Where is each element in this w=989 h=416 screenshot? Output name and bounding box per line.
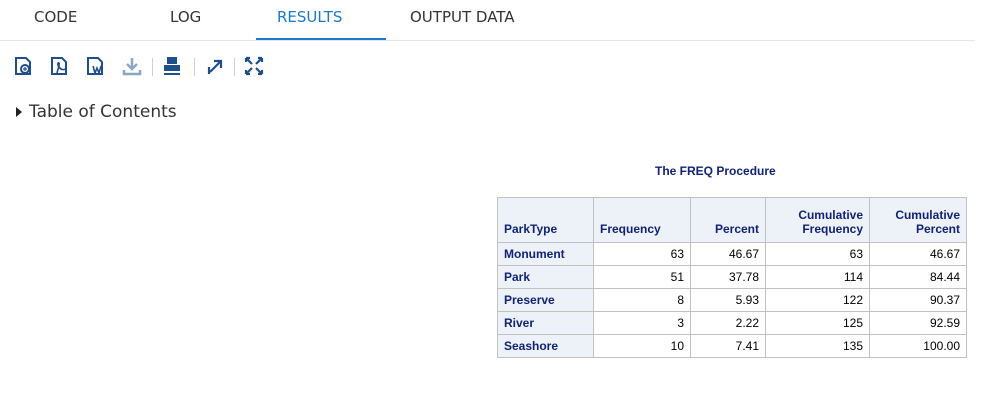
expand-icon[interactable] — [242, 54, 266, 78]
tab-code[interactable]: CODE — [34, 8, 78, 26]
cell-cumulative-percent: 100.00 — [869, 334, 967, 358]
table-of-contents-toggle[interactable]: Table of Contents — [16, 102, 177, 122]
frequency-table: ParkType Frequency Percent Cumulative Fr… — [497, 197, 967, 358]
procedure-title: The FREQ Procedure — [655, 164, 776, 178]
cell-percent: 37.78 — [690, 265, 766, 289]
cell-cumulative-percent: 90.37 — [869, 288, 967, 312]
table-header-row: ParkType Frequency Percent Cumulative Fr… — [497, 197, 967, 243]
cell-percent: 2.22 — [690, 311, 766, 335]
caret-right-icon — [16, 107, 22, 117]
tab-log[interactable]: LOG — [170, 8, 202, 26]
header-line: Percent — [915, 222, 960, 236]
rtf-icon[interactable] — [84, 54, 108, 78]
print-icon[interactable] — [160, 54, 184, 78]
table-row: Preserve 8 5.93 122 90.37 — [497, 288, 967, 312]
header-frequency: Frequency — [593, 197, 691, 243]
table-row: River 3 2.22 125 92.59 — [497, 311, 967, 335]
cell-frequency: 3 — [593, 311, 691, 335]
table-row: Seashore 10 7.41 135 100.00 — [497, 334, 967, 358]
row-label: Monument — [497, 242, 594, 266]
cell-cumulative-frequency: 135 — [765, 334, 870, 358]
tab-bar: CODE LOG RESULTS OUTPUT DATA — [0, 0, 975, 41]
active-tab-indicator — [256, 38, 386, 40]
cell-percent: 5.93 — [690, 288, 766, 312]
header-line: Frequency — [802, 222, 863, 236]
cell-percent: 46.67 — [690, 242, 766, 266]
tab-results[interactable]: RESULTS — [277, 8, 343, 26]
header-line: Percent — [714, 222, 759, 236]
cell-frequency: 51 — [593, 265, 691, 289]
header-line: Cumulative — [895, 208, 960, 222]
cell-percent: 7.41 — [690, 334, 766, 358]
table-row: Park 51 37.78 114 84.44 — [497, 265, 967, 289]
row-label: Seashore — [497, 334, 594, 358]
row-label: Preserve — [497, 288, 594, 312]
header-cumulative-percent: Cumulative Percent — [869, 197, 967, 243]
pdf-icon[interactable] — [48, 54, 72, 78]
toolbar-divider — [194, 58, 195, 76]
header-percent: Percent — [690, 197, 766, 243]
cell-cumulative-percent: 92.59 — [869, 311, 967, 335]
table-row: Monument 63 46.67 63 46.67 — [497, 242, 967, 266]
results-toolbar — [0, 54, 400, 84]
download-icon[interactable] — [120, 54, 144, 78]
cell-cumulative-frequency: 63 — [765, 242, 870, 266]
cell-cumulative-frequency: 122 — [765, 288, 870, 312]
tab-output-data[interactable]: OUTPUT DATA — [410, 8, 515, 26]
row-label: River — [497, 311, 594, 335]
open-new-window-icon[interactable] — [203, 54, 227, 78]
cell-cumulative-frequency: 125 — [765, 311, 870, 335]
header-line: Frequency — [600, 222, 661, 236]
cell-cumulative-percent: 46.67 — [869, 242, 967, 266]
cell-cumulative-percent: 84.44 — [869, 265, 967, 289]
header-line: ParkType — [504, 222, 558, 236]
header-line: Cumulative — [798, 208, 863, 222]
cell-cumulative-frequency: 114 — [765, 265, 870, 289]
table-of-contents-label: Table of Contents — [29, 102, 177, 122]
toolbar-divider — [152, 58, 153, 76]
html-icon[interactable] — [12, 54, 36, 78]
cell-frequency: 10 — [593, 334, 691, 358]
header-cumulative-frequency: Cumulative Frequency — [765, 197, 870, 243]
row-label: Park — [497, 265, 594, 289]
cell-frequency: 63 — [593, 242, 691, 266]
cell-frequency: 8 — [593, 288, 691, 312]
toolbar-divider — [234, 58, 235, 76]
header-parktype: ParkType — [497, 197, 594, 243]
